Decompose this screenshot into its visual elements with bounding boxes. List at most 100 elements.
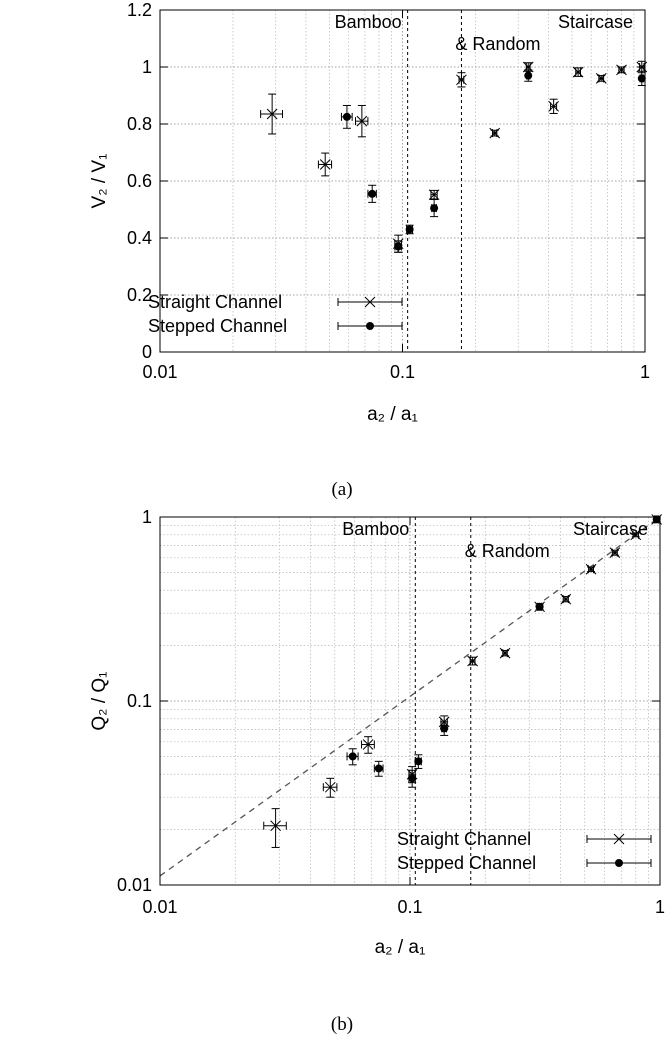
y-tick-label: 1	[142, 57, 152, 77]
data-point	[346, 748, 359, 766]
y-axis-label: V₂ / V₁	[89, 154, 110, 209]
data-point	[524, 69, 533, 82]
data-point	[317, 152, 333, 177]
marker-dot	[652, 515, 661, 524]
series-straight	[263, 514, 663, 848]
region-label-random: & Random	[465, 541, 550, 561]
region-label-random: & Random	[455, 34, 540, 54]
legend: Straight Channel Stepped Channel	[148, 292, 403, 336]
data-point	[630, 529, 642, 541]
marker-x	[616, 64, 627, 76]
region-label-bamboo: Bamboo	[342, 519, 409, 539]
data-point	[585, 563, 597, 575]
marker-dot	[414, 757, 423, 766]
marker-dot	[368, 189, 377, 198]
marker-x	[572, 66, 584, 78]
data-point	[263, 808, 287, 848]
x-tick-label: 0.01	[142, 362, 177, 382]
marker-dot	[394, 242, 403, 251]
marker-x	[467, 655, 478, 667]
y-axis-label: Q₂ / Q₁	[89, 671, 110, 730]
data-point	[414, 754, 423, 769]
data-point	[467, 655, 478, 667]
legend-marker-x	[364, 296, 376, 308]
legend-marker-dot	[615, 859, 623, 867]
data-point	[340, 104, 353, 129]
data-point	[361, 736, 375, 754]
marker-x	[356, 115, 368, 127]
data-point	[560, 593, 572, 605]
marker-x	[595, 73, 607, 84]
marker-x	[630, 529, 642, 541]
marker-dot	[348, 752, 357, 761]
data-point	[322, 777, 338, 798]
x-axis-label: a₂ / a₁	[367, 404, 418, 425]
marker-dot	[342, 112, 351, 121]
marker-x	[560, 593, 572, 605]
marker-dot	[405, 225, 414, 234]
marker-dot	[524, 71, 533, 80]
data-point	[354, 104, 369, 138]
marker-dot	[408, 774, 417, 783]
marker-x	[319, 159, 331, 170]
legend: Straight Channel Stepped Channel	[397, 829, 652, 873]
x-tick-label: 0.1	[390, 362, 415, 382]
data-point	[408, 769, 417, 788]
caption-a: (a)	[331, 479, 352, 500]
region-label-bamboo: Bamboo	[335, 12, 402, 32]
data-point	[430, 199, 439, 218]
series-stepped	[346, 515, 661, 788]
data-point	[609, 547, 621, 559]
region-label-staircase: Staircase	[558, 12, 633, 32]
data-point	[652, 515, 661, 524]
legend-label: Stepped Channel	[148, 316, 287, 336]
x-tick-label: 0.1	[397, 897, 422, 917]
data-point	[572, 66, 584, 78]
marker-x	[499, 647, 511, 659]
reference-line	[159, 516, 661, 877]
marker-dot	[430, 204, 439, 213]
marker-x	[270, 820, 281, 832]
region-label-staircase: Staircase	[573, 519, 648, 539]
data-point	[595, 73, 607, 84]
marker-x	[636, 61, 648, 73]
legend-label: Straight Channel	[148, 292, 282, 312]
x-tick-label: 0.01	[142, 897, 177, 917]
marker-x	[456, 74, 467, 86]
data-point	[440, 721, 449, 736]
marker-x	[324, 781, 336, 793]
series-straight	[260, 60, 648, 253]
chart-b: 0.01 0.1 1 0.01 0.1 1 a₂ / a₁ Q₂ / Q₁ Bamboo Stai…	[89, 507, 665, 958]
marker-dot	[440, 724, 449, 733]
y-tick-label: 1	[142, 507, 152, 527]
x-tick-label: 1	[640, 362, 650, 382]
data-point	[489, 127, 501, 139]
data-point	[637, 70, 646, 87]
y-tick-label: 0.6	[127, 171, 152, 191]
data-point	[260, 93, 283, 135]
marker-dot	[374, 764, 383, 773]
data-point	[616, 64, 627, 76]
y-tick-label: 0.2	[127, 285, 152, 305]
marker-dot	[535, 602, 544, 611]
legend-marker-x	[613, 833, 625, 845]
y-tick-label: 0.01	[117, 875, 152, 895]
data-point	[428, 189, 440, 201]
caption-b: (b)	[331, 1014, 353, 1035]
data-point	[373, 760, 384, 777]
data-point	[367, 184, 377, 203]
y-tick-label: 0.1	[127, 691, 152, 711]
series-stepped	[340, 69, 646, 253]
marker-dot	[637, 74, 646, 83]
marker-x	[428, 189, 440, 201]
y-tick-label: 1.2	[127, 0, 152, 20]
data-point	[405, 224, 414, 235]
legend-label: Stepped Channel	[397, 853, 536, 873]
data-point	[535, 602, 544, 611]
data-point	[499, 647, 511, 659]
x-tick-label: 1	[655, 897, 665, 917]
marker-x	[609, 547, 621, 559]
chart-a: 0.01 0.1 1 0 0.2 0.4 0.6 0.8 1 1.2 a₂ / a₁ V₂ / V₁ B…	[89, 0, 650, 425]
marker-x	[489, 127, 501, 139]
